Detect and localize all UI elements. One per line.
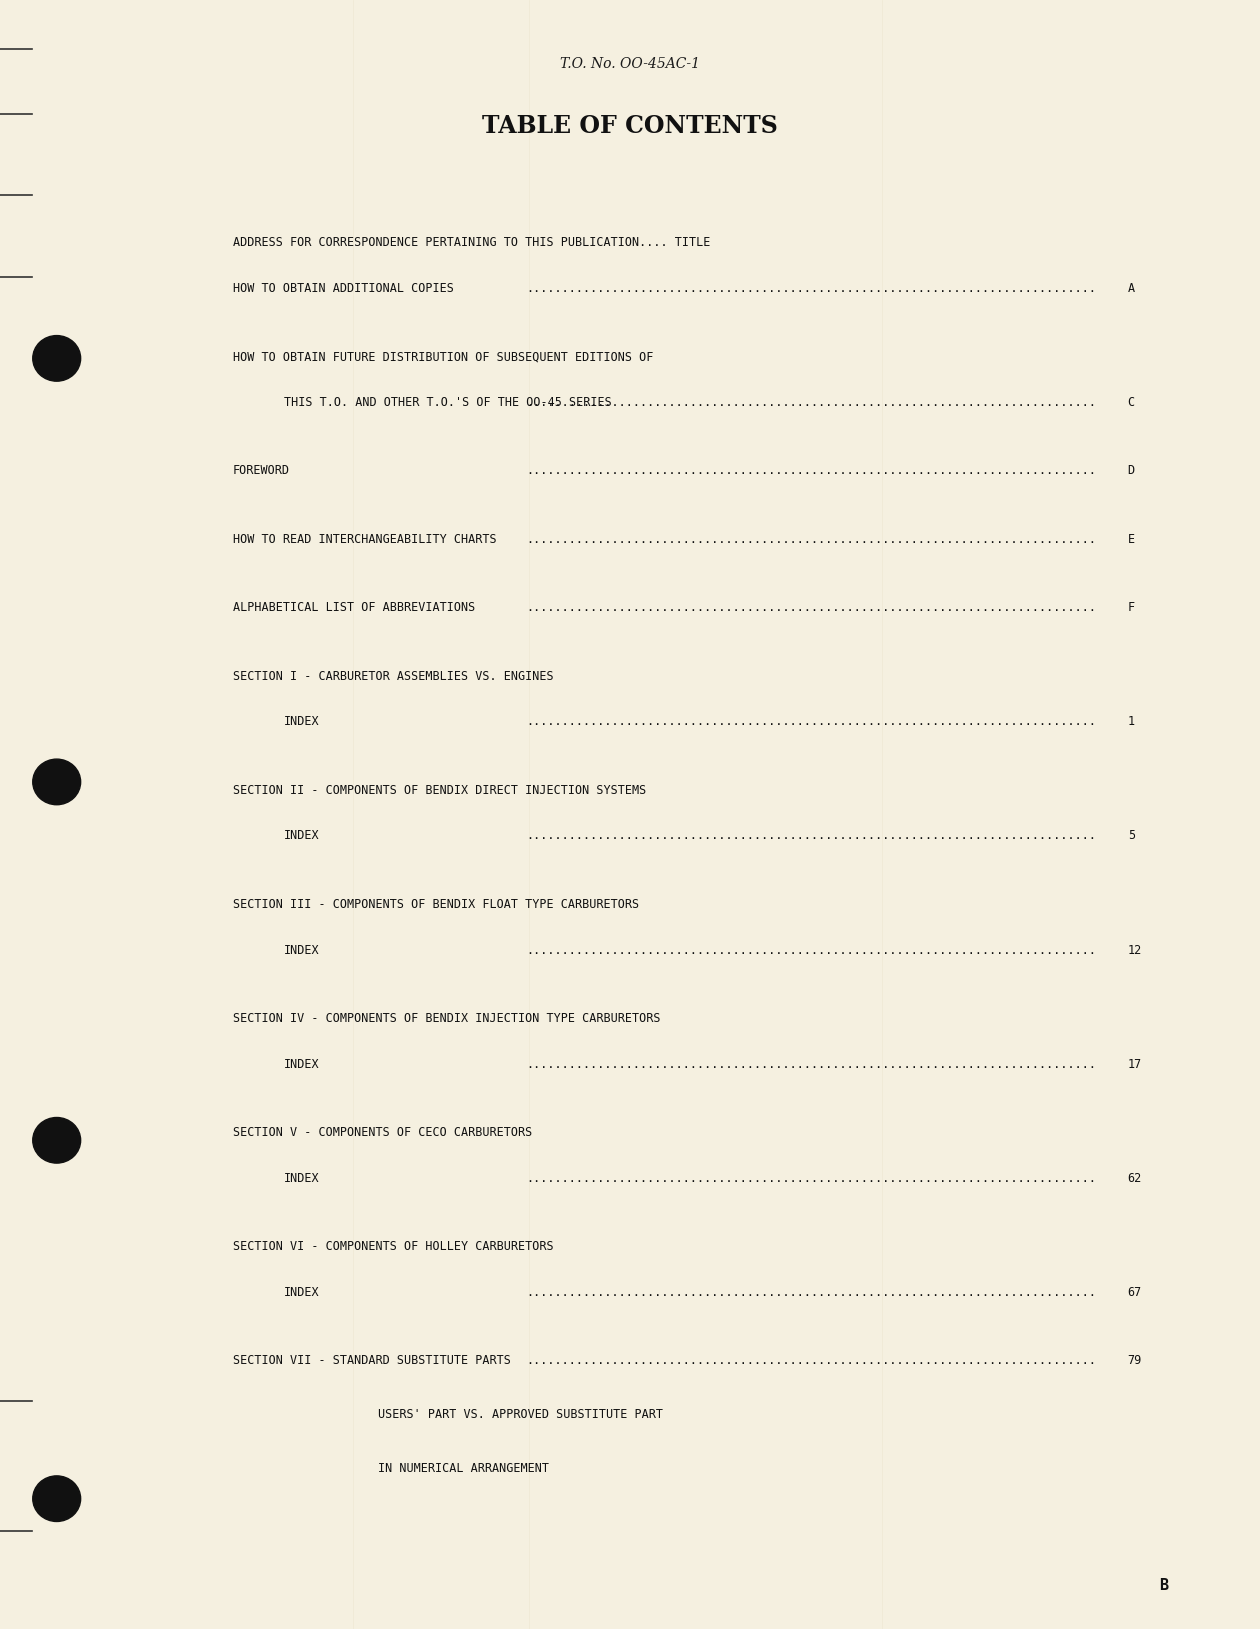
Text: 1: 1	[1128, 715, 1135, 728]
Text: INDEX: INDEX	[284, 1285, 319, 1298]
Ellipse shape	[33, 1476, 81, 1521]
Text: 79: 79	[1128, 1354, 1142, 1367]
Text: INDEX: INDEX	[284, 943, 319, 956]
Text: ................................................................................: ........................................…	[527, 464, 1096, 477]
Text: SECTION I - CARBURETOR ASSEMBLIES VS. ENGINES: SECTION I - CARBURETOR ASSEMBLIES VS. EN…	[233, 670, 553, 683]
Text: D: D	[1128, 464, 1135, 477]
Text: SECTION VI - COMPONENTS OF HOLLEY CARBURETORS: SECTION VI - COMPONENTS OF HOLLEY CARBUR…	[233, 1240, 553, 1253]
Text: E: E	[1128, 533, 1135, 546]
Text: 5: 5	[1128, 829, 1135, 842]
Text: 12: 12	[1128, 943, 1142, 956]
Text: FOREWORD: FOREWORD	[233, 464, 290, 477]
Text: SECTION IV - COMPONENTS OF BENDIX INJECTION TYPE CARBURETORS: SECTION IV - COMPONENTS OF BENDIX INJECT…	[233, 1012, 660, 1025]
Text: HOW TO READ INTERCHANGEABILITY CHARTS: HOW TO READ INTERCHANGEABILITY CHARTS	[233, 533, 496, 546]
Text: C: C	[1128, 396, 1135, 409]
Text: 67: 67	[1128, 1285, 1142, 1298]
Text: SECTION VII - STANDARD SUBSTITUTE PARTS: SECTION VII - STANDARD SUBSTITUTE PARTS	[233, 1354, 512, 1367]
Text: HOW TO OBTAIN ADDITIONAL COPIES: HOW TO OBTAIN ADDITIONAL COPIES	[233, 282, 454, 295]
Text: ................................................................................: ........................................…	[527, 1057, 1096, 1070]
Text: HOW TO OBTAIN FUTURE DISTRIBUTION OF SUBSEQUENT EDITIONS OF: HOW TO OBTAIN FUTURE DISTRIBUTION OF SUB…	[233, 350, 654, 363]
Text: THIS T.O. AND OTHER T.O.'S OF THE OO-45 SERIES: THIS T.O. AND OTHER T.O.'S OF THE OO-45 …	[284, 396, 611, 409]
Text: B: B	[1159, 1579, 1168, 1593]
Text: 17: 17	[1128, 1057, 1142, 1070]
Text: INDEX: INDEX	[284, 1057, 319, 1070]
Text: ................................................................................: ........................................…	[527, 829, 1096, 842]
Text: A: A	[1128, 282, 1135, 295]
Text: INDEX: INDEX	[284, 715, 319, 728]
Ellipse shape	[33, 759, 81, 805]
Text: T.O. No. OO-45AC-1: T.O. No. OO-45AC-1	[559, 57, 701, 72]
Text: ................................................................................: ........................................…	[527, 282, 1096, 295]
Text: ................................................................................: ........................................…	[527, 1285, 1096, 1298]
Text: INDEX: INDEX	[284, 1171, 319, 1184]
Text: INDEX: INDEX	[284, 829, 319, 842]
Text: ................................................................................: ........................................…	[527, 943, 1096, 956]
Text: ................................................................................: ........................................…	[527, 601, 1096, 614]
Text: ................................................................................: ........................................…	[527, 1354, 1096, 1367]
Text: ................................................................................: ........................................…	[527, 715, 1096, 728]
Text: SECTION II - COMPONENTS OF BENDIX DIRECT INJECTION SYSTEMS: SECTION II - COMPONENTS OF BENDIX DIRECT…	[233, 784, 646, 797]
Text: IN NUMERICAL ARRANGEMENT: IN NUMERICAL ARRANGEMENT	[378, 1461, 549, 1474]
Text: ................................................................................: ........................................…	[527, 533, 1096, 546]
Text: SECTION III - COMPONENTS OF BENDIX FLOAT TYPE CARBURETORS: SECTION III - COMPONENTS OF BENDIX FLOAT…	[233, 898, 639, 911]
Text: F: F	[1128, 601, 1135, 614]
Ellipse shape	[33, 336, 81, 381]
Text: TABLE OF CONTENTS: TABLE OF CONTENTS	[483, 114, 777, 138]
Text: ADDRESS FOR CORRESPONDENCE PERTAINING TO THIS PUBLICATION.... TITLE: ADDRESS FOR CORRESPONDENCE PERTAINING TO…	[233, 236, 711, 249]
Ellipse shape	[33, 1117, 81, 1163]
Text: SECTION V - COMPONENTS OF CECO CARBURETORS: SECTION V - COMPONENTS OF CECO CARBURETO…	[233, 1126, 533, 1139]
Text: 62: 62	[1128, 1171, 1142, 1184]
Text: ................................................................................: ........................................…	[527, 396, 1096, 409]
Text: ALPHABETICAL LIST OF ABBREVIATIONS: ALPHABETICAL LIST OF ABBREVIATIONS	[233, 601, 475, 614]
Text: USERS' PART VS. APPROVED SUBSTITUTE PART: USERS' PART VS. APPROVED SUBSTITUTE PART	[378, 1407, 663, 1420]
Text: ................................................................................: ........................................…	[527, 1171, 1096, 1184]
